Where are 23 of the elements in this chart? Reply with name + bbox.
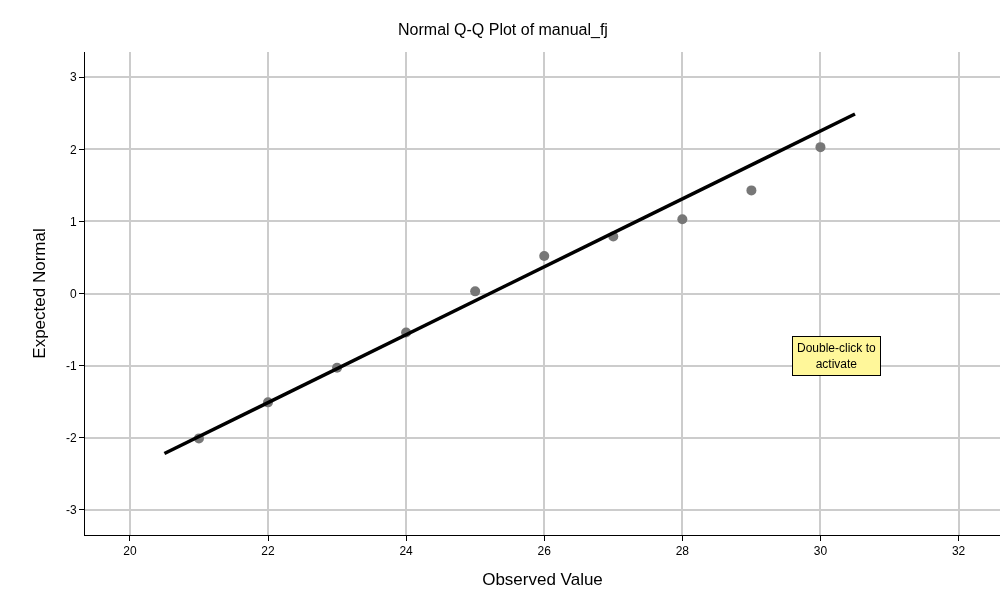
point <box>815 142 826 153</box>
x-tick-label: 32 <box>951 544 966 559</box>
x-tick-label: 30 <box>813 544 828 559</box>
x-tick-label: 26 <box>537 544 552 559</box>
y-tick-label: 0 <box>69 286 77 301</box>
annotation: Double-click to activate <box>797 341 877 371</box>
y-tick-label: 3 <box>69 70 77 85</box>
point <box>470 286 481 297</box>
x-tick-label: 24 <box>399 544 414 559</box>
y-tick-label: -1 <box>65 358 77 373</box>
x-tick-label: 28 <box>675 544 690 559</box>
y-tick-label: 1 <box>69 214 77 229</box>
point <box>539 251 550 262</box>
x-tick-label: 22 <box>261 544 275 559</box>
y-axis-title: Expected Normal <box>30 228 50 359</box>
y-tick-label: -2 <box>65 430 77 445</box>
point <box>746 185 757 196</box>
x-axis-title: Observed Value <box>482 569 603 589</box>
y-tick-label: -3 <box>65 502 77 517</box>
chart-title: Normal Q-Q Plot of manual_fj <box>398 21 608 40</box>
point <box>677 214 688 225</box>
y-tick-label: 2 <box>69 142 77 157</box>
x-tick-label: 20 <box>123 544 137 559</box>
